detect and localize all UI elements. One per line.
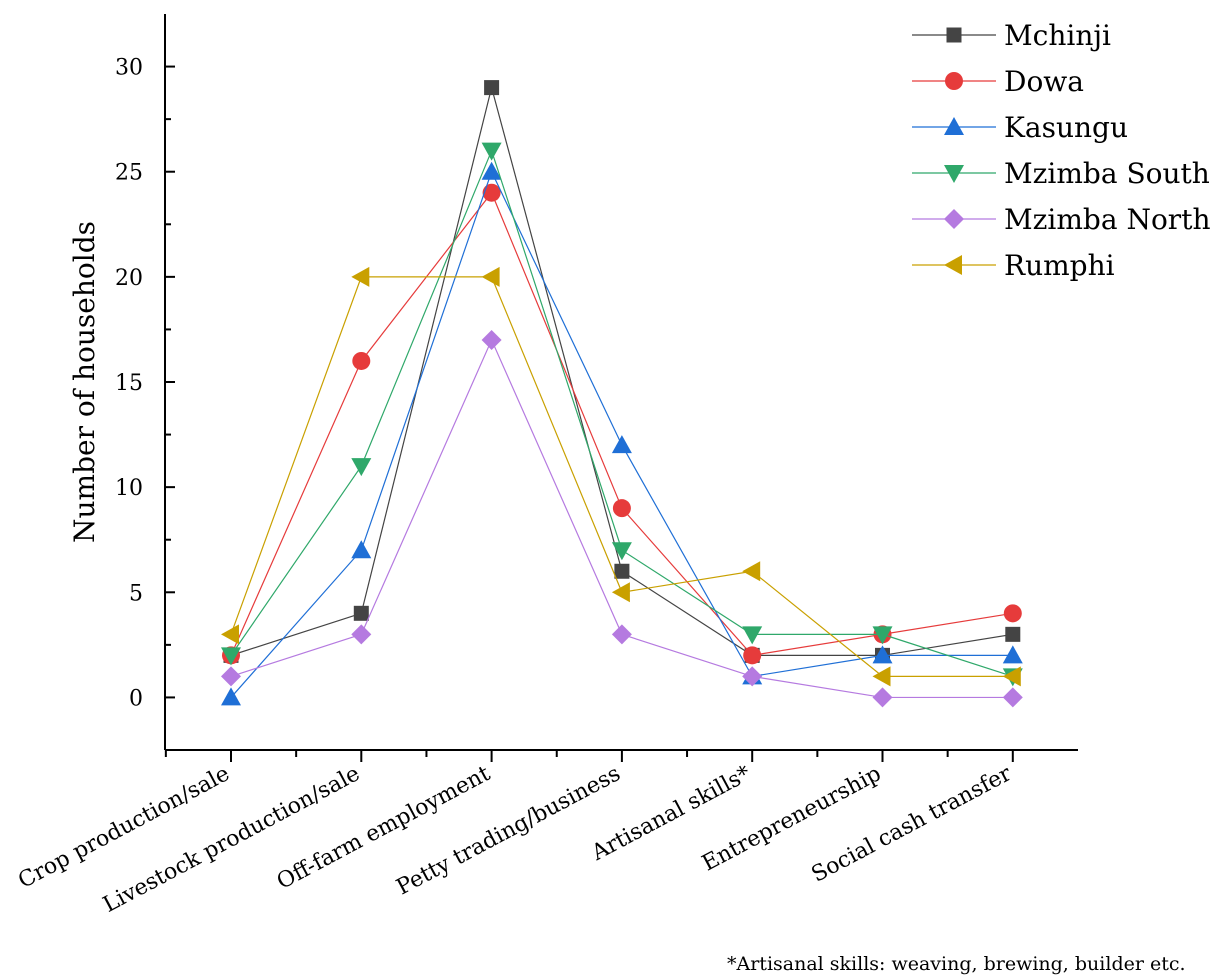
data-point (481, 266, 500, 287)
data-point (351, 540, 372, 559)
legend-marker (944, 209, 964, 229)
legend-label: Mchinji (1004, 19, 1111, 52)
data-point (481, 329, 502, 350)
data-point (872, 645, 893, 664)
data-point (353, 605, 369, 621)
legend-marker (944, 165, 964, 183)
data-point (611, 582, 630, 603)
legend-label: Dowa (1004, 65, 1084, 98)
legend-label: Kasungu (1004, 111, 1128, 144)
data-point (482, 183, 501, 202)
series-line (230, 170, 1013, 698)
legend: Mchinji Dowa Kasungu Mzimba South Mzimba Nor… (912, 19, 1210, 282)
data-point (1002, 645, 1023, 664)
data-point (481, 161, 502, 180)
x-tick-label: Petty trading/business (393, 761, 625, 900)
data-point (484, 80, 500, 96)
data-point (872, 626, 893, 645)
series-mzimba-north (221, 329, 1023, 708)
y-tick-label: 10 (115, 476, 143, 501)
data-point (872, 666, 891, 687)
data-point (351, 624, 372, 645)
legend-label: Mzimba South (1004, 157, 1210, 190)
x-tick-label: Crop production/sale (14, 761, 233, 894)
footnote: *Artisanal skills: weaving, brewing, bui… (727, 953, 1186, 975)
series-mzimba-south (221, 142, 1023, 687)
data-point (221, 624, 239, 645)
data-point (1002, 687, 1023, 708)
legend-marker (944, 117, 964, 135)
series-layer (221, 80, 1023, 708)
data-point (611, 435, 632, 454)
data-point (352, 351, 371, 370)
y-tick-label: 20 (115, 266, 143, 291)
data-point (221, 687, 241, 706)
series-kasungu (221, 161, 1023, 706)
y-axis-title: Number of households (68, 221, 101, 543)
data-point (872, 687, 893, 708)
y-tick-label: 30 (115, 56, 143, 81)
legend-marker (946, 27, 962, 43)
data-point (221, 647, 241, 666)
legend-item: Dowa (912, 65, 1084, 98)
legend-marker (944, 255, 962, 275)
data-point (611, 542, 632, 561)
legend-marker (945, 72, 963, 90)
axes: 0 5 10 15 20 25 30 Crop production/saleLivestoc… (14, 14, 1078, 918)
series-line (230, 191, 1013, 657)
data-point (481, 142, 502, 161)
data-point (612, 499, 631, 518)
y-tick-label: 15 (115, 371, 143, 396)
data-point (1005, 626, 1021, 642)
legend-label: Rumphi (1004, 249, 1115, 282)
legend-item: Mzimba South (912, 157, 1210, 190)
data-point (1002, 666, 1021, 687)
x-tick-label: Livestock production/sale (99, 761, 364, 918)
data-point (1003, 604, 1022, 623)
data-point (351, 266, 370, 287)
y-tick-label: 0 (129, 686, 143, 711)
data-point (742, 561, 761, 582)
data-point (351, 458, 372, 477)
data-point (743, 646, 762, 665)
data-point (221, 666, 241, 687)
series-mchinji (223, 80, 1021, 663)
y-tick-label: 25 (115, 161, 143, 186)
y-tick-label: 5 (129, 581, 143, 606)
data-point (614, 563, 630, 579)
legend-item: Mchinji (912, 19, 1111, 52)
series-rumphi (221, 266, 1021, 687)
x-tick-label: Off-farm employment (273, 761, 495, 895)
legend-item: Mzimba North (912, 203, 1210, 236)
data-point (742, 666, 763, 687)
legend-label: Mzimba North (1004, 203, 1210, 236)
series-line (230, 276, 1013, 678)
legend-item: Rumphi (912, 249, 1115, 282)
data-point (742, 626, 763, 645)
legend-item: Kasungu (912, 111, 1128, 144)
data-point (611, 624, 632, 645)
